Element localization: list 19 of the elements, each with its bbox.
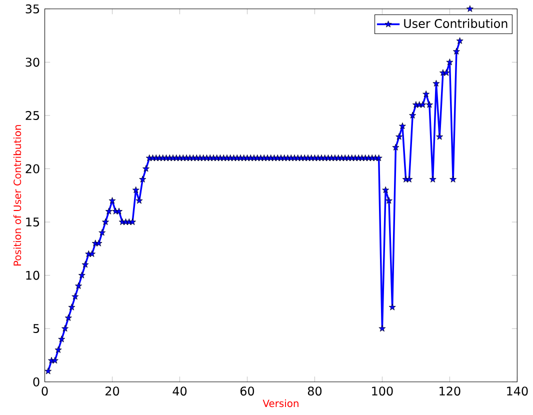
y-tick-label: 30 — [26, 58, 40, 67]
x-tick-label: 20 — [106, 386, 120, 396]
y-tick-label: 25 — [26, 111, 40, 120]
y-tick-label: 10 — [26, 270, 40, 280]
x-axis-title: Version — [262, 400, 298, 408]
y-tick-label: 0 — [33, 378, 40, 387]
x-tick-label: 100 — [372, 386, 393, 396]
y-tick-label: 20 — [26, 164, 40, 174]
x-tick-label: 80 — [308, 386, 322, 396]
x-tick-label: 140 — [507, 386, 528, 396]
y-tick-label: 35 — [26, 4, 40, 14]
x-tick-label: 40 — [172, 386, 187, 396]
x-tick-label: 60 — [240, 386, 254, 396]
y-tick-label: 15 — [26, 218, 40, 227]
legend-label: User Contribution — [404, 18, 508, 28]
x-tick-label: 0 — [42, 386, 48, 396]
x-tick-label: 120 — [440, 386, 460, 396]
y-tick-label: 5 — [33, 324, 40, 334]
y-axis-title: Position of User Contribution — [13, 125, 22, 266]
